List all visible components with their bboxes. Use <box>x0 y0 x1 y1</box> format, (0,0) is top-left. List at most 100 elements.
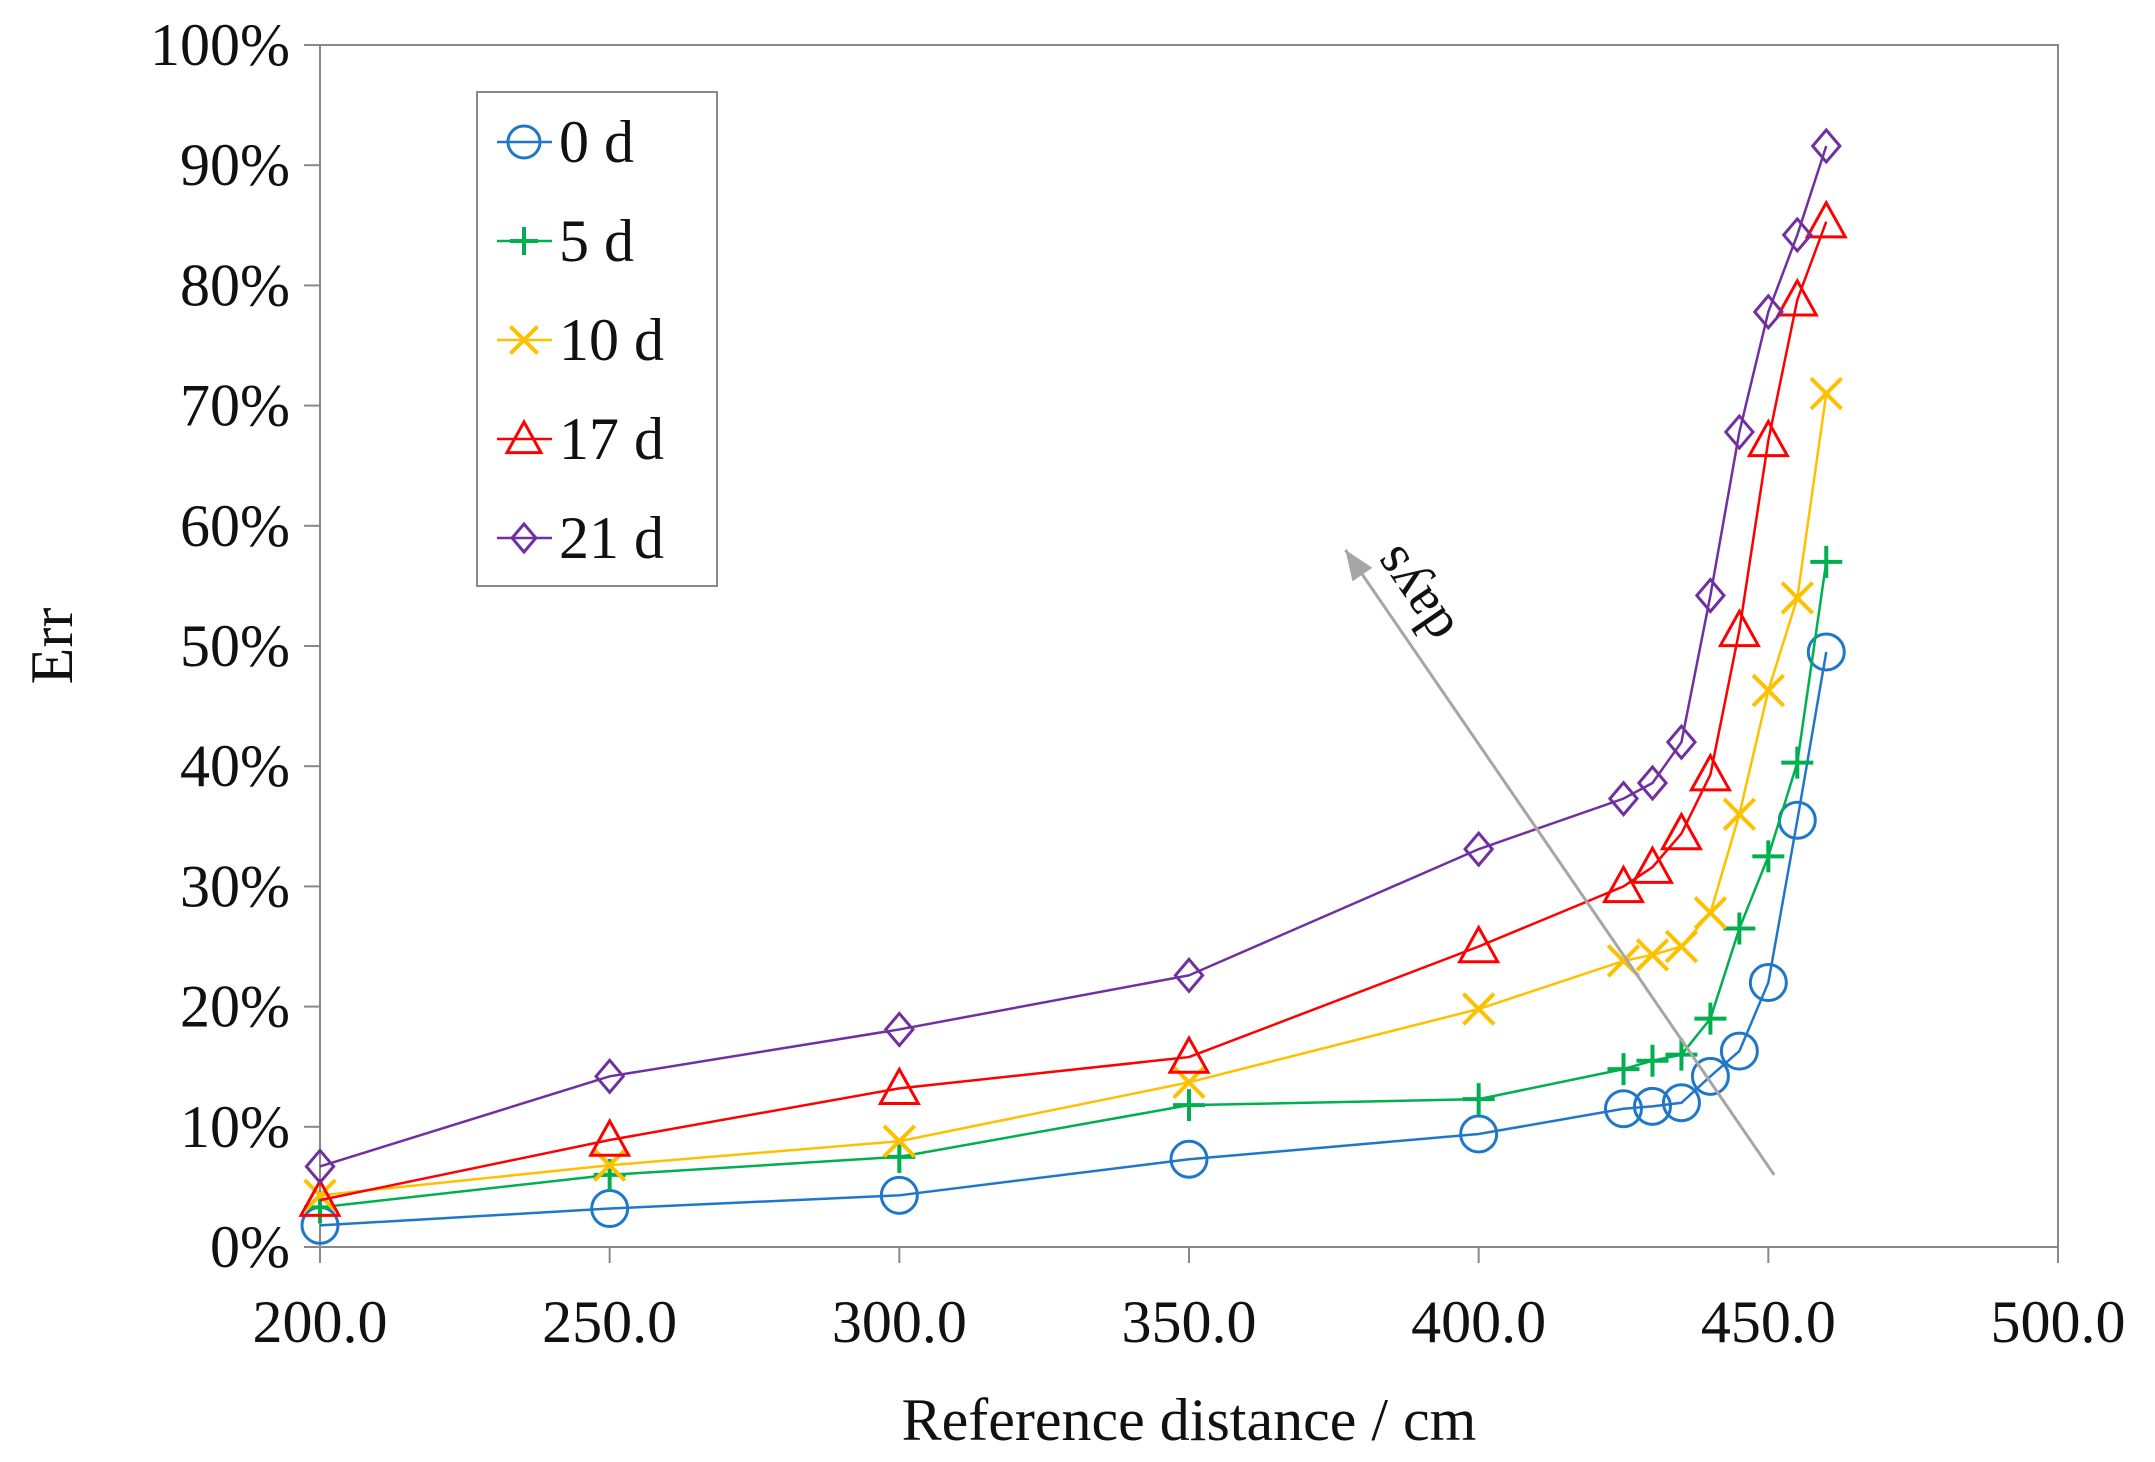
y-tick-label: 60% <box>180 493 290 559</box>
axes: 0% 10% 20% 30% 40% 50% 60% 70% 80% 90% 100% 200.0 25… <box>19 12 2126 1453</box>
annotation-text: days <box>1359 535 1468 655</box>
data-point <box>1664 929 1699 964</box>
legend-label: 21 d <box>559 505 664 571</box>
data-point <box>1661 1083 1701 1123</box>
series-line <box>319 145 1828 1168</box>
legend: 0 d 5 d 10 d 17 d 21 d <box>476 91 718 587</box>
x-tick-label: 400.0 <box>1411 1289 1546 1355</box>
data-point <box>1719 1031 1759 1071</box>
data-point <box>1746 418 1790 458</box>
legend-item: 17 d <box>497 406 664 472</box>
data-point <box>1723 413 1755 451</box>
annotation-arrowhead <box>1345 549 1373 582</box>
data-point <box>1607 1053 1640 1086</box>
series-17d <box>298 199 1848 1217</box>
data-point <box>1717 608 1761 648</box>
y-tick-label: 10% <box>180 1094 290 1160</box>
data-point <box>1748 963 1788 1003</box>
data-point <box>588 1117 632 1157</box>
y-tick-label: 100% <box>150 12 290 78</box>
x-tick-label: 200.0 <box>253 1289 388 1355</box>
legend-item: 5 d <box>497 208 634 274</box>
data-point <box>1694 577 1726 614</box>
legend-label: 5 d <box>559 208 634 274</box>
y-tick-label: 0% <box>210 1214 290 1280</box>
data-point <box>1167 1034 1211 1074</box>
data-point <box>1463 830 1495 868</box>
data-point <box>1781 746 1814 779</box>
data-point <box>1723 912 1756 945</box>
data-point <box>304 1148 336 1185</box>
data-point <box>1632 1086 1672 1126</box>
data-point <box>1775 277 1819 317</box>
x-axis-title: Reference distance / cm <box>902 1387 1477 1453</box>
data-point <box>1694 1002 1727 1035</box>
data-point <box>1693 896 1728 930</box>
legend-marker <box>510 227 538 255</box>
data-point <box>1173 957 1205 994</box>
data-point <box>882 1124 917 1158</box>
x-tick-label: 450.0 <box>1701 1289 1836 1355</box>
x-tick-label: 500.0 <box>1991 1289 2126 1355</box>
data-point <box>1752 840 1785 873</box>
data-point <box>879 1175 919 1215</box>
data-point <box>1665 723 1697 761</box>
data-point <box>1461 992 1496 1026</box>
x-tick-label: 250.0 <box>542 1289 677 1355</box>
series-10d <box>303 376 1843 1213</box>
legend-marker <box>508 324 540 356</box>
series-line <box>319 221 1828 1202</box>
series-0d <box>300 632 1846 1245</box>
data-point <box>298 1178 342 1217</box>
y-tick-label: 40% <box>180 733 290 799</box>
y-tick-label: 70% <box>180 373 290 439</box>
data-point <box>1806 632 1846 672</box>
data-point <box>1601 864 1646 904</box>
y-tick-label: 20% <box>180 974 290 1040</box>
data-point <box>1630 845 1675 884</box>
annotation-layer: days <box>1344 535 1776 1176</box>
data-point <box>1809 376 1843 411</box>
legend-label: 10 d <box>559 307 664 373</box>
annotation-arrow-shaft <box>1344 548 1776 1176</box>
data-point <box>1690 1056 1730 1096</box>
data-point <box>1636 764 1669 802</box>
legend-label: 0 d <box>559 109 634 175</box>
y-tick-label: 90% <box>180 132 290 198</box>
data-point <box>1169 1139 1209 1179</box>
legend-marker <box>506 124 542 160</box>
data-point <box>883 1011 915 1048</box>
y-tick-label: 80% <box>180 252 290 318</box>
data-point <box>1751 673 1786 708</box>
data-point <box>1688 752 1732 792</box>
y-tick-label: 30% <box>180 853 290 919</box>
series-line <box>319 561 1828 1209</box>
data-point <box>1607 780 1640 817</box>
y-tick-label: 50% <box>180 613 290 679</box>
data-point <box>1635 938 1670 972</box>
series-5d <box>304 545 1843 1224</box>
data-point <box>1459 1114 1499 1154</box>
series-line <box>319 651 1828 1227</box>
series-layer <box>298 127 1848 1245</box>
data-point <box>1810 545 1843 578</box>
data-point <box>883 1140 916 1173</box>
data-point <box>1636 1044 1669 1077</box>
data-point <box>877 1066 921 1106</box>
data-point <box>1722 797 1757 831</box>
data-point <box>1659 811 1703 851</box>
legend-item: 21 d <box>497 505 664 571</box>
data-point <box>1804 199 1848 239</box>
legend-item: 0 d <box>497 109 634 175</box>
data-point <box>1781 216 1813 254</box>
data-point <box>1810 127 1842 165</box>
x-tick-label: 300.0 <box>832 1289 967 1355</box>
legend-label: 17 d <box>559 406 664 472</box>
data-point <box>1173 1089 1205 1122</box>
data-point <box>1780 581 1815 615</box>
data-point <box>1604 1089 1643 1129</box>
data-point <box>1462 1083 1495 1116</box>
data-point <box>594 1058 626 1095</box>
